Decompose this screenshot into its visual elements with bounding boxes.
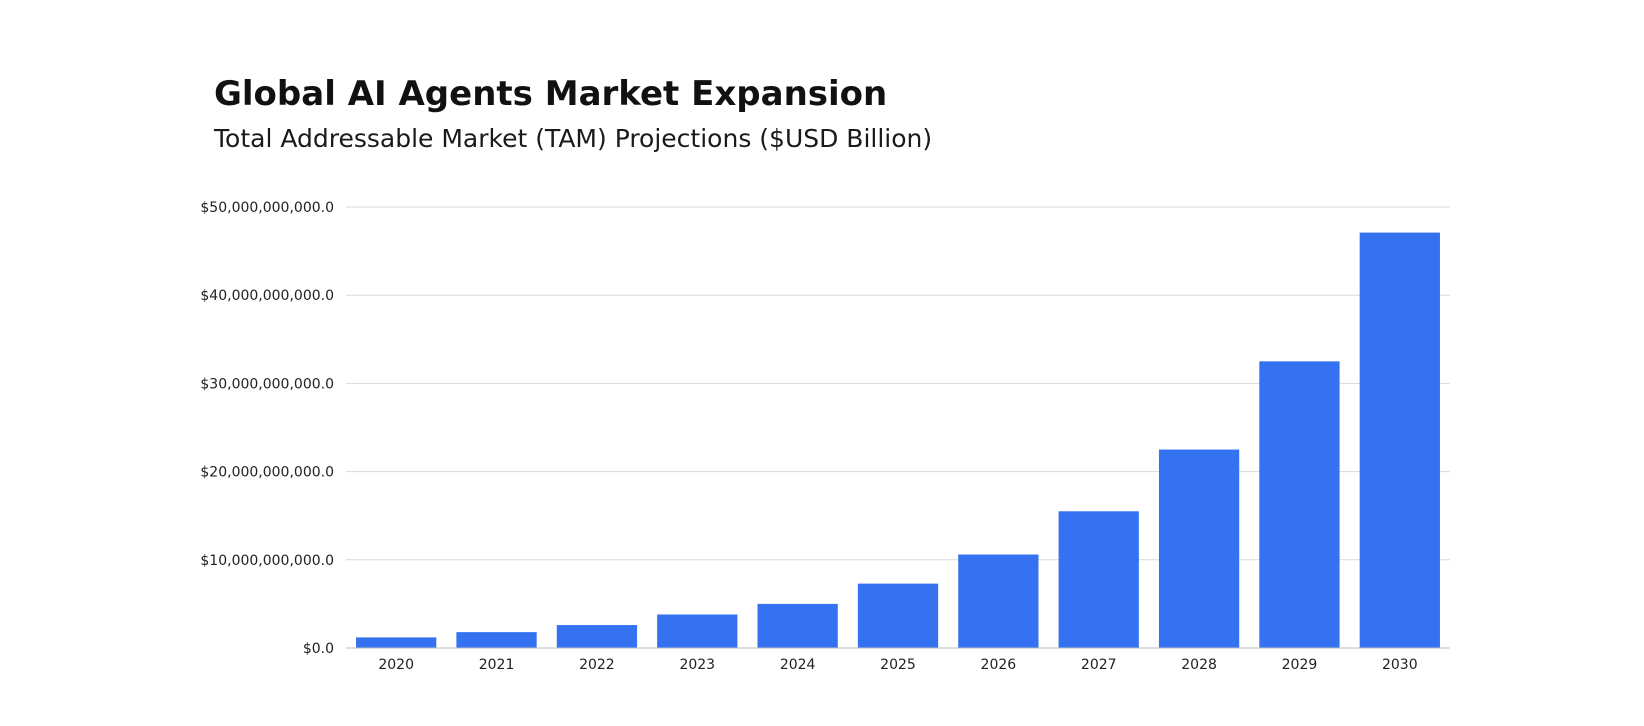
- x-tick-label: 2023: [679, 657, 715, 673]
- bar-2020: [356, 637, 437, 648]
- bar-2025: [857, 583, 939, 648]
- bar-2028: [1158, 449, 1240, 648]
- x-tick-label: 2024: [780, 657, 816, 673]
- x-tick-label: 2026: [981, 657, 1017, 673]
- chart-subtitle: Total Addressable Market (TAM) Projectio…: [214, 124, 933, 153]
- x-tick-label: 2027: [1081, 657, 1117, 673]
- bar-2027: [1058, 511, 1139, 648]
- y-tick-label: $10,000,000,000.0: [200, 553, 334, 569]
- y-tick-label: $50,000,000,000.0: [200, 200, 334, 216]
- bar-2024: [757, 603, 838, 648]
- x-tick-label: 2021: [479, 657, 515, 673]
- bar-2026: [958, 554, 1039, 648]
- x-tick-label: 2028: [1181, 657, 1217, 673]
- bar-2030: [1359, 232, 1440, 648]
- bar-2023: [657, 614, 738, 648]
- x-tick-label: 2030: [1382, 657, 1418, 673]
- bars: [356, 232, 1440, 648]
- y-axis-ticks: $0.0 $10,000,000,000.0 $20,000,000,000.0 $3…: [200, 200, 334, 657]
- y-tick-label: $20,000,000,000.0: [200, 465, 334, 481]
- x-tick-label: 2029: [1282, 657, 1318, 673]
- y-tick-label: $40,000,000,000.0: [200, 288, 334, 304]
- bar-2022: [556, 625, 638, 648]
- bar-2029: [1259, 361, 1340, 648]
- chart-title: Global AI Agents Market Expansion: [214, 74, 888, 114]
- x-tick-label: 2020: [378, 657, 414, 673]
- x-tick-label: 2025: [880, 657, 916, 673]
- x-axis-ticks: 2020 2021 2022 2023 2024 2025 2026 2027 2028 2029…: [378, 657, 1417, 673]
- y-tick-label: $30,000,000,000.0: [200, 376, 334, 392]
- y-tick-label: $0.0: [303, 641, 334, 657]
- bar-2021: [456, 632, 537, 648]
- x-tick-label: 2022: [579, 657, 615, 673]
